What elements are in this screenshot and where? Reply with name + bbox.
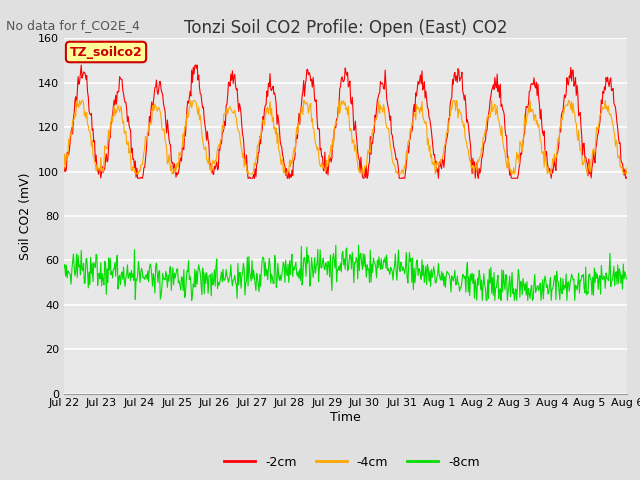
Text: No data for f_CO2E_4: No data for f_CO2E_4 — [6, 19, 140, 32]
Legend: -2cm, -4cm, -8cm: -2cm, -4cm, -8cm — [219, 451, 485, 474]
Text: TZ_soilco2: TZ_soilco2 — [70, 46, 142, 59]
Text: Tonzi Soil CO2 Profile: Open (East) CO2: Tonzi Soil CO2 Profile: Open (East) CO2 — [184, 19, 508, 37]
Y-axis label: Soil CO2 (mV): Soil CO2 (mV) — [19, 172, 33, 260]
X-axis label: Time: Time — [330, 411, 361, 424]
